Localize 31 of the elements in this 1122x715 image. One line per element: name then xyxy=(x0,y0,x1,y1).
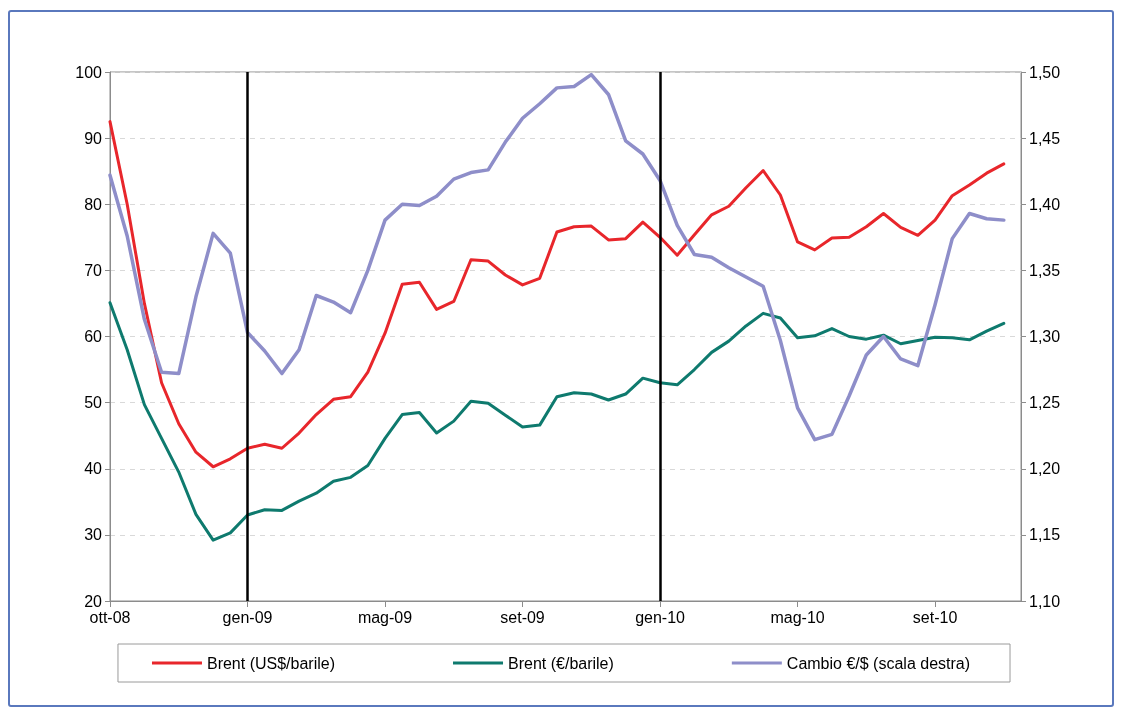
y-tick-label: 40 xyxy=(84,460,103,478)
y-tick-label: 60 xyxy=(84,328,103,345)
y2-tick-label: 1,20 xyxy=(1029,460,1061,478)
x-tick-label: mag-10 xyxy=(770,608,825,626)
y2-tick-label: 1,40 xyxy=(1029,195,1061,213)
x-tick-label: set-10 xyxy=(912,608,958,626)
y-tick-label: 50 xyxy=(84,394,103,412)
y2-tick-label: 1,25 xyxy=(1029,394,1061,412)
y2-tick-label: 1,35 xyxy=(1029,261,1061,279)
y2-tick-label: 1,30 xyxy=(1029,328,1061,345)
y-tick-label: 70 xyxy=(84,261,103,279)
line-series xyxy=(108,72,1006,442)
y-tick-label: 30 xyxy=(84,526,103,544)
y-tick-label: 80 xyxy=(84,195,103,213)
y2-tick-label: 1,15 xyxy=(1029,526,1061,544)
x-tick-label: gen-09 xyxy=(222,608,273,626)
y2-tick-label: 1,50 xyxy=(1029,63,1061,81)
y-tick-label: 100 xyxy=(75,63,103,81)
line-series xyxy=(108,120,1006,469)
x-tick-label: set-09 xyxy=(500,608,545,626)
legend-label: Cambio €/$ (scala destra) xyxy=(786,654,971,672)
x-tick-label: gen-10 xyxy=(635,608,686,626)
y-tick-label: 90 xyxy=(84,129,103,147)
x-tick-label: mag-09 xyxy=(357,608,413,626)
line-series xyxy=(108,301,1006,542)
legend-label: Brent (€/barile) xyxy=(508,654,614,672)
y-tick-label: 20 xyxy=(84,592,103,610)
y2-tick-label: 1,10 xyxy=(1029,592,1061,610)
legend-label: Brent (US$/barile) xyxy=(206,654,336,672)
x-tick-label: ott-08 xyxy=(89,608,131,626)
y2-tick-label: 1,45 xyxy=(1029,129,1061,147)
